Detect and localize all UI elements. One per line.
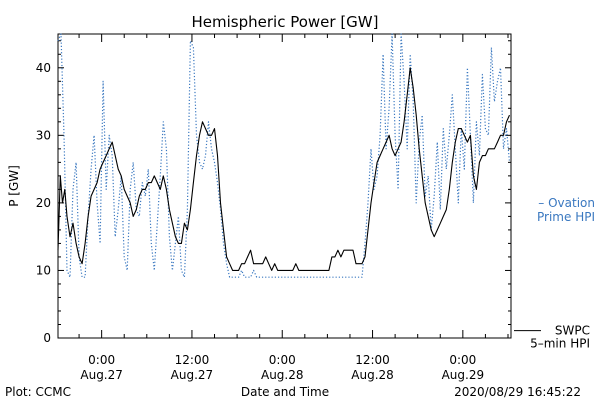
- x-tick-time-label: 0:00: [449, 353, 476, 367]
- plot-frame: [57, 33, 512, 339]
- swpc-series-line: [57, 67, 511, 271]
- ovation-series-line: [57, 33, 511, 278]
- series-layer: [57, 33, 511, 278]
- x-tick-date-label: Aug.28: [261, 368, 304, 382]
- legend: – Ovation Prime HPI SWPC 5–min HPI: [514, 196, 595, 351]
- x-axis-label: Date and Time: [241, 385, 329, 399]
- y-tick-label: 30: [36, 128, 51, 142]
- y-tick-label: 40: [36, 61, 51, 75]
- y-tick-label: 0: [43, 331, 51, 345]
- x-tick-date-label: Aug.29: [442, 368, 485, 382]
- x-tick-date-label: Aug.27: [171, 368, 214, 382]
- legend-ovation-label-line2: Prime HPI: [537, 210, 595, 224]
- x-tick-time-label: 0:00: [269, 353, 296, 367]
- x-tick-time-label: 12:00: [175, 353, 210, 367]
- x-axis-ticks: 0:00Aug.2712:00Aug.270:00Aug.2812:00Aug.…: [78, 34, 509, 382]
- legend-swpc-label-line1: SWPC: [555, 324, 590, 338]
- y-tick-label: 10: [36, 263, 51, 277]
- x-tick-date-label: Aug.27: [80, 368, 123, 382]
- x-tick-time-label: 12:00: [355, 353, 390, 367]
- plot-timestamp: 2020/08/29 16:45:22: [454, 385, 581, 399]
- y-axis-ticks: 0 10 20 30 40: [36, 40, 511, 345]
- x-tick-time-label: 0:00: [88, 353, 115, 367]
- chart-title: Hemispheric Power [GW]: [192, 13, 379, 31]
- plot-credit: Plot: CCMC: [5, 385, 71, 399]
- y-tick-label: 20: [36, 196, 51, 210]
- legend-ovation-label-line1: – Ovation: [538, 196, 595, 210]
- legend-swpc-label-line2: 5–min HPI: [530, 337, 590, 351]
- x-tick-date-label: Aug.28: [351, 368, 394, 382]
- y-axis-label: P [GW]: [7, 165, 21, 207]
